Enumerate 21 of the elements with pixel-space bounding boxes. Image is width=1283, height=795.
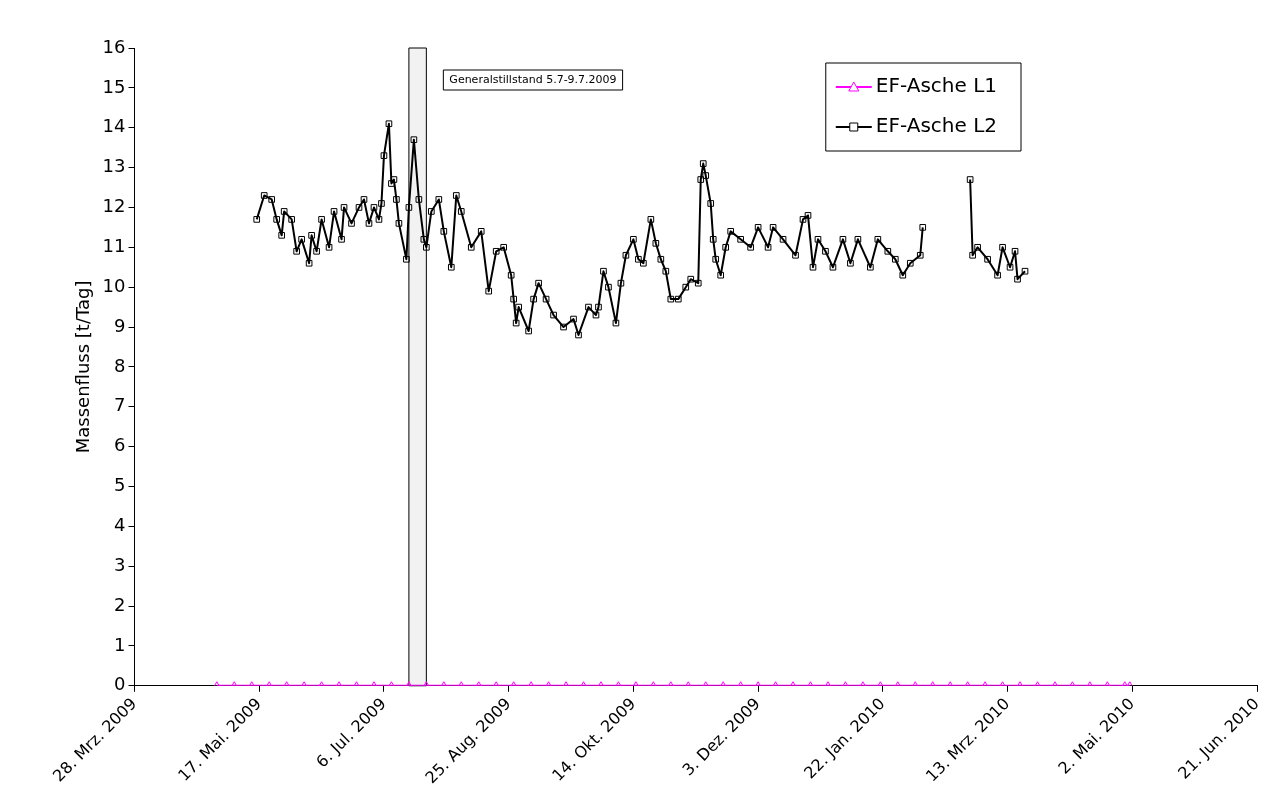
y-tick-label: 8 [114,354,126,376]
y-tick-label: 13 [102,155,126,177]
y-tick-label: 2 [114,593,126,615]
y-tick-label: 5 [114,474,126,496]
y-tick-label: 4 [114,513,126,535]
y-tick-label: 3 [114,553,126,575]
y-tick-label: 10 [102,274,126,296]
y-tick-label: 0 [114,673,126,695]
band-label: Generalstillstand 5.7-9.7.2009 [449,72,617,86]
y-tick-label: 11 [102,234,126,256]
y-tick-label: 16 [102,35,126,57]
y-tick-label: 6 [114,434,126,456]
y-axis-title: Massenfluss [t/Tag] [72,280,94,454]
y-tick-label: 9 [114,314,126,336]
y-tick-label: 14 [102,115,126,137]
legend-label: EF-Asche L1 [875,73,998,98]
y-tick-label: 1 [114,633,126,655]
y-tick-label: 7 [114,394,126,416]
legend-label: EF-Asche L2 [875,113,998,138]
y-tick-label: 12 [102,195,126,217]
y-tick-label: 15 [102,75,126,97]
